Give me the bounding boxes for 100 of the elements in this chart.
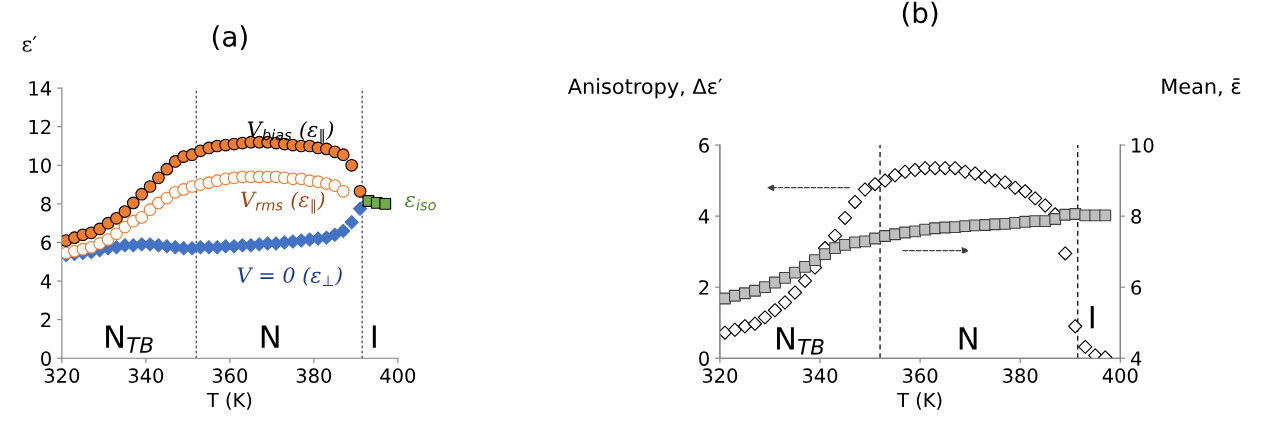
point: [1078, 339, 1093, 355]
point: [759, 281, 771, 294]
point: [336, 184, 350, 198]
point: [998, 175, 1013, 190]
y-tick-label: 2: [699, 280, 709, 295]
chart-title: (a): [212, 25, 247, 51]
point: [839, 238, 851, 251]
point: [978, 169, 993, 185]
x-tick-label: 320: [44, 368, 80, 383]
x-tick-label: 340: [802, 368, 838, 383]
annotation: I: [1090, 306, 1094, 329]
point: [727, 322, 743, 337]
point: [328, 179, 342, 192]
point: [1008, 180, 1023, 195]
point: [728, 289, 741, 302]
point: [907, 162, 923, 178]
point: [827, 228, 843, 243]
point: [819, 248, 831, 261]
point: [1028, 191, 1043, 206]
point: [857, 182, 873, 197]
y-tick-label: 6: [41, 235, 51, 251]
chart-title: (b): [902, 1, 938, 27]
point: [767, 303, 783, 318]
x-tick-label: 340: [128, 368, 164, 383]
y2-tick-label: 8: [1131, 209, 1142, 224]
y-tick-label: 6: [699, 138, 709, 153]
y2-tick-label: 4: [1130, 351, 1142, 366]
point: [353, 184, 367, 198]
point: [1088, 348, 1103, 359]
point: [757, 310, 773, 325]
y2-tick-label: 10: [1132, 138, 1154, 153]
point: [947, 161, 963, 176]
point: [336, 148, 350, 162]
point: [143, 203, 157, 217]
point: [1068, 319, 1083, 334]
y-axis-title: Anisotropy, Δε′: [567, 78, 723, 99]
point: [719, 325, 733, 340]
point: [829, 242, 841, 255]
point: [1018, 184, 1033, 199]
annotation: N$_{TB}$: [777, 327, 824, 355]
point: [1049, 213, 1062, 225]
point: [799, 260, 811, 273]
point: [877, 173, 893, 188]
y-tick-label: 0: [699, 351, 709, 366]
point: [779, 272, 791, 284]
point: [887, 168, 903, 183]
point: [110, 211, 123, 225]
point: [135, 211, 149, 224]
point: [345, 158, 359, 172]
series-label: ε$_{iso}$: [405, 195, 436, 211]
y-tick-label: 0: [41, 351, 51, 366]
annotation: N: [261, 325, 279, 348]
annotation: I: [372, 325, 376, 348]
point: [344, 215, 359, 230]
point: [143, 180, 157, 193]
x-tick-label: 360: [212, 368, 248, 383]
x-tick-label: 380: [1003, 368, 1038, 383]
point: [379, 197, 392, 210]
point: [917, 161, 933, 176]
x-axis-title: T (K): [897, 392, 942, 410]
point: [160, 162, 174, 176]
y-tick-label: 14: [29, 81, 52, 96]
point: [126, 196, 140, 210]
point: [352, 201, 368, 216]
point: [937, 161, 953, 176]
y-tick-label: 8: [41, 196, 51, 212]
series-label: V$_{rms}$ (ε$_{∥}$): [241, 191, 325, 214]
point: [777, 295, 793, 310]
point: [101, 233, 115, 246]
y-tick-label: 4: [40, 274, 52, 289]
annotation: N: [959, 327, 977, 350]
point: [787, 285, 803, 300]
x-tick-label: 360: [903, 368, 938, 383]
point: [110, 227, 123, 241]
y-tick-label: 2: [41, 312, 51, 328]
point: [118, 205, 132, 218]
x-tick-label: 380: [296, 368, 332, 383]
point: [737, 319, 753, 334]
annotation: N$_{TB}$: [106, 325, 153, 353]
y-axis-title: ε′: [22, 36, 37, 52]
point: [837, 210, 853, 226]
y-tick-label: 10: [29, 158, 51, 173]
point: [1058, 246, 1073, 261]
y-tick-label: 12: [29, 119, 51, 135]
point: [749, 284, 761, 297]
series-label: V$_{bias}$ (ε$_{∥}$): [247, 120, 334, 144]
y-tick-label: 4: [698, 209, 710, 224]
point: [859, 235, 871, 248]
x-axis-title: T (K): [206, 392, 252, 410]
point: [152, 171, 165, 185]
point: [747, 316, 763, 331]
point: [1099, 209, 1112, 222]
point: [867, 177, 883, 192]
point: [927, 161, 943, 176]
point: [135, 187, 149, 201]
point: [809, 254, 821, 267]
series-label: V = 0 (ε$_{⊥}$): [237, 266, 342, 287]
x-tick-label: 400: [380, 368, 416, 383]
point: [968, 166, 983, 181]
y2-axis-title: Mean, ε̄: [1162, 78, 1241, 97]
